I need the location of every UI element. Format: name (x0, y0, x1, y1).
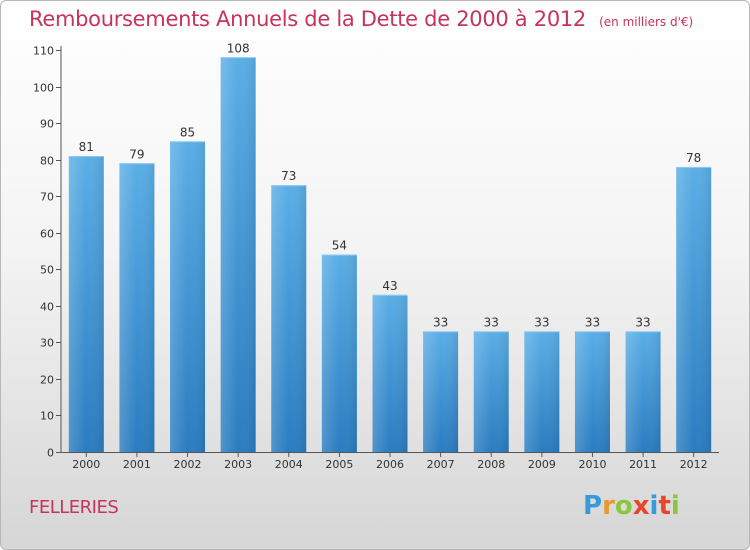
data-label: 43 (382, 279, 397, 293)
x-tick-label: 2007 (427, 458, 455, 471)
data-label: 81 (79, 140, 94, 154)
bars: 81 79 85 108 73 54 43 33 33 33 33 33 78 (68, 41, 712, 453)
data-label: 108 (227, 41, 250, 55)
data-label: 79 (129, 147, 144, 161)
y-tick-label: 0 (47, 447, 54, 460)
x-tick-label: 2003 (224, 458, 252, 471)
x-tick-label: 2012 (680, 458, 708, 471)
x-tick-label: 2006 (376, 458, 404, 471)
data-label: 73 (281, 169, 296, 183)
bar-chart: 0 10 20 30 40 50 60 70 80 90 100 110 81 79 85 108 73 54 4… (33, 41, 719, 471)
chart-unit: (en milliers d'€) (599, 15, 694, 29)
y-tick-label: 10 (40, 410, 54, 423)
bar-highlight (372, 294, 408, 452)
data-label: 33 (484, 315, 499, 329)
x-tick-label: 2008 (477, 458, 505, 471)
commune-name: FELLERIES (29, 497, 119, 518)
logo-letter: i (649, 491, 659, 521)
y-tick-label: 20 (40, 374, 54, 387)
logo-letter: i (670, 491, 680, 521)
x-tick-label: 2005 (325, 458, 353, 471)
x-tick-label: 2002 (174, 458, 202, 471)
x-tick-label: 2000 (72, 458, 100, 471)
x-tick-label: 2010 (578, 458, 606, 471)
y-tick-label: 60 (40, 228, 54, 241)
data-label: 33 (635, 315, 650, 329)
logo-letter: t (658, 491, 671, 521)
y-tick-label: 90 (40, 118, 54, 131)
y-tick-label: 80 (40, 155, 54, 168)
bar-highlight (271, 185, 307, 452)
x-axis: 2000 2001 2002 2003 2004 2005 2006 2007 2008 2009… (61, 452, 719, 471)
chart-title: Remboursements Annuels de la Dette de 20… (29, 7, 586, 31)
bar-highlight (423, 331, 459, 452)
y-axis: 0 10 20 30 40 50 60 70 80 90 100 110 (33, 45, 62, 460)
data-label: 85 (180, 125, 195, 139)
logo-letter: r (602, 491, 615, 521)
bar-highlight (119, 163, 155, 453)
y-tick-label: 100 (33, 82, 54, 95)
x-tick-label: 2004 (275, 458, 303, 471)
data-label: 33 (585, 315, 600, 329)
bar-highlight (321, 254, 357, 452)
x-tick-label: 2011 (629, 458, 657, 471)
bar-highlight (676, 166, 712, 453)
data-label: 54 (332, 239, 347, 253)
bar-highlight (220, 57, 256, 453)
y-tick-label: 30 (40, 337, 54, 350)
data-label: 33 (534, 315, 549, 329)
y-tick-label: 110 (33, 45, 54, 58)
proxiti-logo[interactable]: Proxiti (583, 491, 680, 521)
x-tick-label: 2001 (123, 458, 151, 471)
y-tick-label: 70 (40, 191, 54, 204)
logo-letter: P (583, 491, 603, 521)
bar-highlight (170, 141, 206, 452)
bar-highlight (574, 331, 610, 452)
data-label: 78 (686, 151, 701, 165)
data-label: 33 (433, 315, 448, 329)
y-tick-label: 50 (40, 264, 54, 277)
bar-highlight (524, 331, 560, 452)
logo-letter: o (614, 491, 633, 521)
x-tick-label: 2009 (528, 458, 556, 471)
logo-letter: x (632, 491, 650, 521)
y-tick-label: 40 (40, 301, 54, 314)
bar-highlight (68, 155, 104, 452)
bar-highlight (473, 331, 509, 452)
title-row: Remboursements Annuels de la Dette de 20… (29, 7, 693, 31)
bar-highlight (625, 331, 661, 452)
